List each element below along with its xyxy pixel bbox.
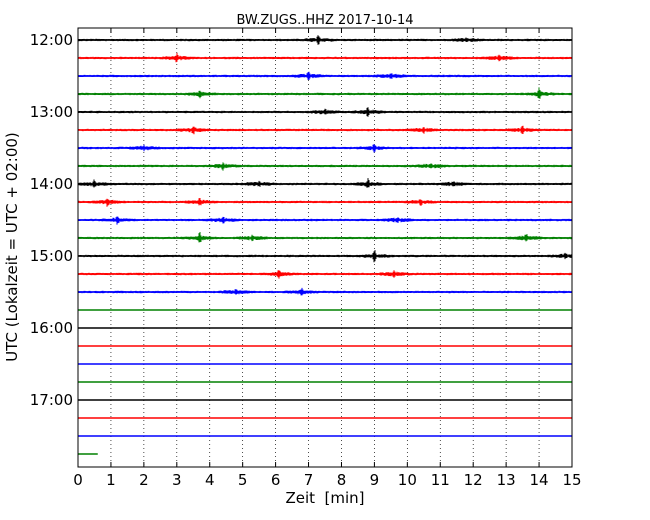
y-tick-label: 16:00 — [30, 319, 73, 337]
y-tick-label: 15:00 — [30, 247, 73, 265]
x-tick-label: 2 — [139, 471, 149, 489]
x-tick-label: 5 — [238, 471, 248, 489]
y-tick-label: 12:00 — [30, 31, 73, 49]
x-tick-label: 10 — [398, 471, 417, 489]
seismic-trace — [77, 87, 573, 99]
y-axis-label: UTC (Lokalzeit = UTC + 02:00) — [3, 132, 21, 362]
x-tick-label: 6 — [271, 471, 281, 489]
x-tick-label: 14 — [530, 471, 549, 489]
x-tick-label: 8 — [337, 471, 347, 489]
trace-group — [77, 35, 573, 455]
chart-title: BW.ZUGS..HHZ 2017-10-14 — [236, 13, 413, 28]
x-tick-label: 15 — [562, 471, 581, 489]
y-tick-label: 13:00 — [30, 103, 73, 121]
y-tick-label: 14:00 — [30, 175, 73, 193]
x-tick-label: 9 — [370, 471, 380, 489]
seismic-trace — [77, 178, 573, 188]
x-tick-label: 3 — [172, 471, 182, 489]
x-tick-label: 13 — [497, 471, 516, 489]
x-tick-label: 11 — [431, 471, 450, 489]
x-tick-label: 0 — [73, 471, 83, 489]
x-tick-label: 4 — [205, 471, 215, 489]
x-tick-label: 12 — [464, 471, 483, 489]
x-axis-label: Zeit [min] — [285, 489, 364, 507]
y-axis: 12:00 13:00 14:00 15:00 16:00 17:00 — [30, 31, 572, 409]
plot-frame — [77, 27, 573, 468]
x-axis: 0 1 2 3 4 5 6 7 8 9 10 11 12 13 14 15 — [73, 28, 582, 489]
y-tick-label: 17:00 — [30, 391, 73, 409]
x-tick-label: 7 — [304, 471, 314, 489]
x-tick-label: 1 — [106, 471, 116, 489]
